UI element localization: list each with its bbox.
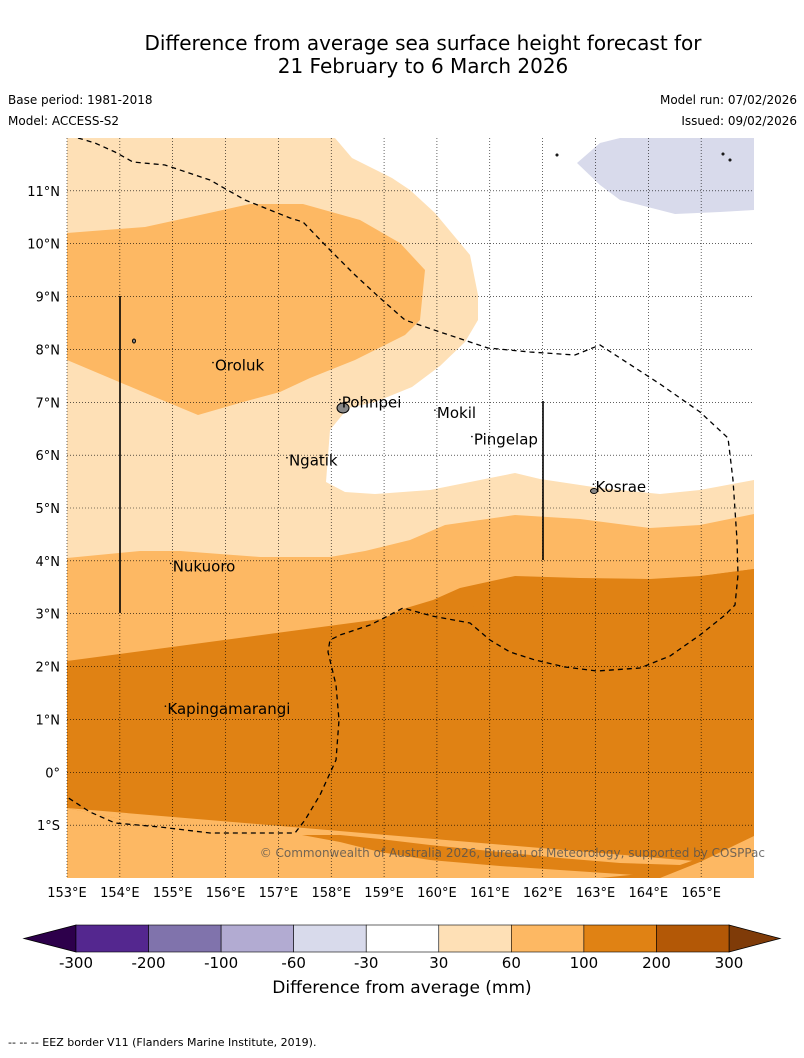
place-marker — [592, 483, 595, 485]
chart-title: Difference from average sea surface heig… — [0, 32, 804, 78]
lat-tick-label: 6°N — [36, 449, 61, 464]
lon-tick-label: 165°E — [681, 886, 721, 901]
field-100-200-fill — [67, 569, 754, 866]
place-marker — [212, 361, 214, 364]
place-label: Kosrae — [595, 478, 646, 496]
colorbar-swatch — [293, 924, 367, 953]
lon-tick-label: 153°E — [47, 886, 87, 901]
place-marker — [286, 456, 288, 459]
colorbar-tick-label: 300 — [715, 954, 744, 972]
island-dot-ne — [555, 153, 559, 157]
colorbar-tick-label: -100 — [204, 954, 238, 972]
lat-tick-label: 7°N — [36, 396, 61, 411]
place-label: Mokil — [437, 404, 476, 422]
lat-tick-label: 3°N — [36, 608, 61, 623]
longitude-lines — [119, 296, 544, 613]
copyright-notice: © Commonwealth of Australia 2026, Bureau… — [260, 846, 765, 860]
lon-tick-label: 156°E — [206, 886, 246, 901]
axis-ticks: 153°E 154°E 155°E 156°E 157°E 158°E 159°E 160°E… — [27, 185, 721, 901]
lon-tick-label: 164°E — [629, 886, 669, 901]
model-run: Model run: 07/02/2026 — [659, 93, 797, 107]
place-label: Pohnpei — [342, 394, 402, 412]
lat-tick-label: 11°N — [27, 185, 60, 200]
place-label: Pingelap — [474, 431, 538, 449]
graticule — [66, 138, 754, 878]
issued-date: Issued: 09/02/2026 — [681, 114, 797, 128]
lon-tick-label: 160°E — [417, 886, 457, 901]
field-60-100-north — [67, 204, 425, 415]
place-label: Kapingamarangi — [167, 700, 290, 718]
colorbar-swatch — [583, 924, 657, 953]
lat-tick-label: 4°N — [36, 555, 61, 570]
colorbar-tick-label: 60 — [502, 954, 521, 972]
colorbar-swatch — [511, 924, 585, 953]
colorbar-swatch — [220, 924, 294, 953]
colorbar-tick-label: -300 — [59, 954, 93, 972]
colorbar-tick-label: 100 — [570, 954, 599, 972]
lon-tick-label: 157°E — [259, 886, 299, 901]
colorbar-tick-label: 200 — [642, 954, 671, 972]
lat-tick-label: 8°N — [36, 343, 61, 358]
model-name: Model: ACCESS-S2 — [8, 114, 120, 128]
colorbar: -300 -200 -100 -60 -30 30 60 100 200 300 — [22, 924, 782, 972]
colorbar-extend-low — [22, 924, 77, 953]
colorbar-swatch — [148, 924, 222, 953]
colorbar-swatch — [656, 924, 730, 953]
lat-tick-label: 1°S — [37, 819, 60, 834]
island-dot-ne3 — [728, 158, 732, 162]
sea-level-map: Oroluk Pohnpei Mokil Pingelap Ngatik Kosrae Nu… — [22, 138, 782, 972]
lat-tick-label: 10°N — [27, 238, 60, 253]
lon-tick-label: 158°E — [311, 886, 351, 901]
kosrae-island-shape — [590, 488, 598, 494]
colorbar-tick-label: -60 — [281, 954, 306, 972]
colorbar-tick-label: -200 — [132, 954, 166, 972]
place-marker — [169, 562, 172, 565]
colorbar-tick-label: 30 — [429, 954, 448, 972]
eez-border-north — [67, 138, 739, 834]
colorbar-swatch — [365, 924, 440, 953]
eez-legend-note: -- -- -- EEZ border V11 (Flanders Marine… — [8, 1036, 317, 1049]
lat-tick-label: 2°N — [36, 661, 61, 676]
colorbar-title: Difference from average (mm) — [272, 978, 532, 998]
lon-tick-label: 162°E — [523, 886, 563, 901]
contour-fields — [67, 138, 754, 878]
lat-tick-label: 9°N — [36, 291, 61, 306]
place-label: Nukuoro — [173, 557, 236, 575]
island-shape-west — [132, 338, 136, 344]
field-60-100-southeast — [660, 836, 754, 878]
lat-tick-label: 5°N — [36, 502, 61, 517]
base-period: Base period: 1981-2018 — [8, 93, 153, 107]
colorbar-tick-label: -30 — [354, 954, 379, 972]
place-marker — [164, 705, 167, 707]
place-marker — [471, 435, 473, 438]
lat-tick-label: 1°N — [36, 713, 61, 728]
lon-tick-label: 163°E — [576, 886, 616, 901]
field-neg30-30-north — [326, 138, 754, 494]
place-labels: Oroluk Pohnpei Mokil Pingelap Ngatik Kosrae Nu… — [164, 357, 646, 718]
eez-borders — [67, 138, 739, 834]
lat-tick-label: 0° — [45, 766, 60, 781]
island-dot-ne2 — [721, 152, 725, 156]
field-60-100-southwest — [67, 808, 680, 878]
colorbar-swatch — [75, 924, 149, 953]
field-neg60-neg30 — [577, 138, 754, 214]
colorbar-extend-high — [728, 924, 782, 953]
lon-tick-label: 161°E — [470, 886, 510, 901]
place-marker — [434, 409, 436, 411]
lon-tick-label: 159°E — [364, 886, 404, 901]
title-line-1: Difference from average sea surface heig… — [144, 31, 702, 55]
islands — [132, 152, 732, 494]
title-line-2: 21 February to 6 March 2026 — [277, 54, 569, 78]
place-label: Ngatik — [289, 452, 338, 470]
pohnpei-island-shape — [336, 402, 350, 414]
lon-tick-label: 155°E — [153, 886, 193, 901]
place-marker — [339, 398, 341, 401]
colorbar-swatch — [438, 924, 512, 953]
lon-tick-label: 154°E — [100, 886, 140, 901]
place-label: Oroluk — [215, 357, 264, 375]
